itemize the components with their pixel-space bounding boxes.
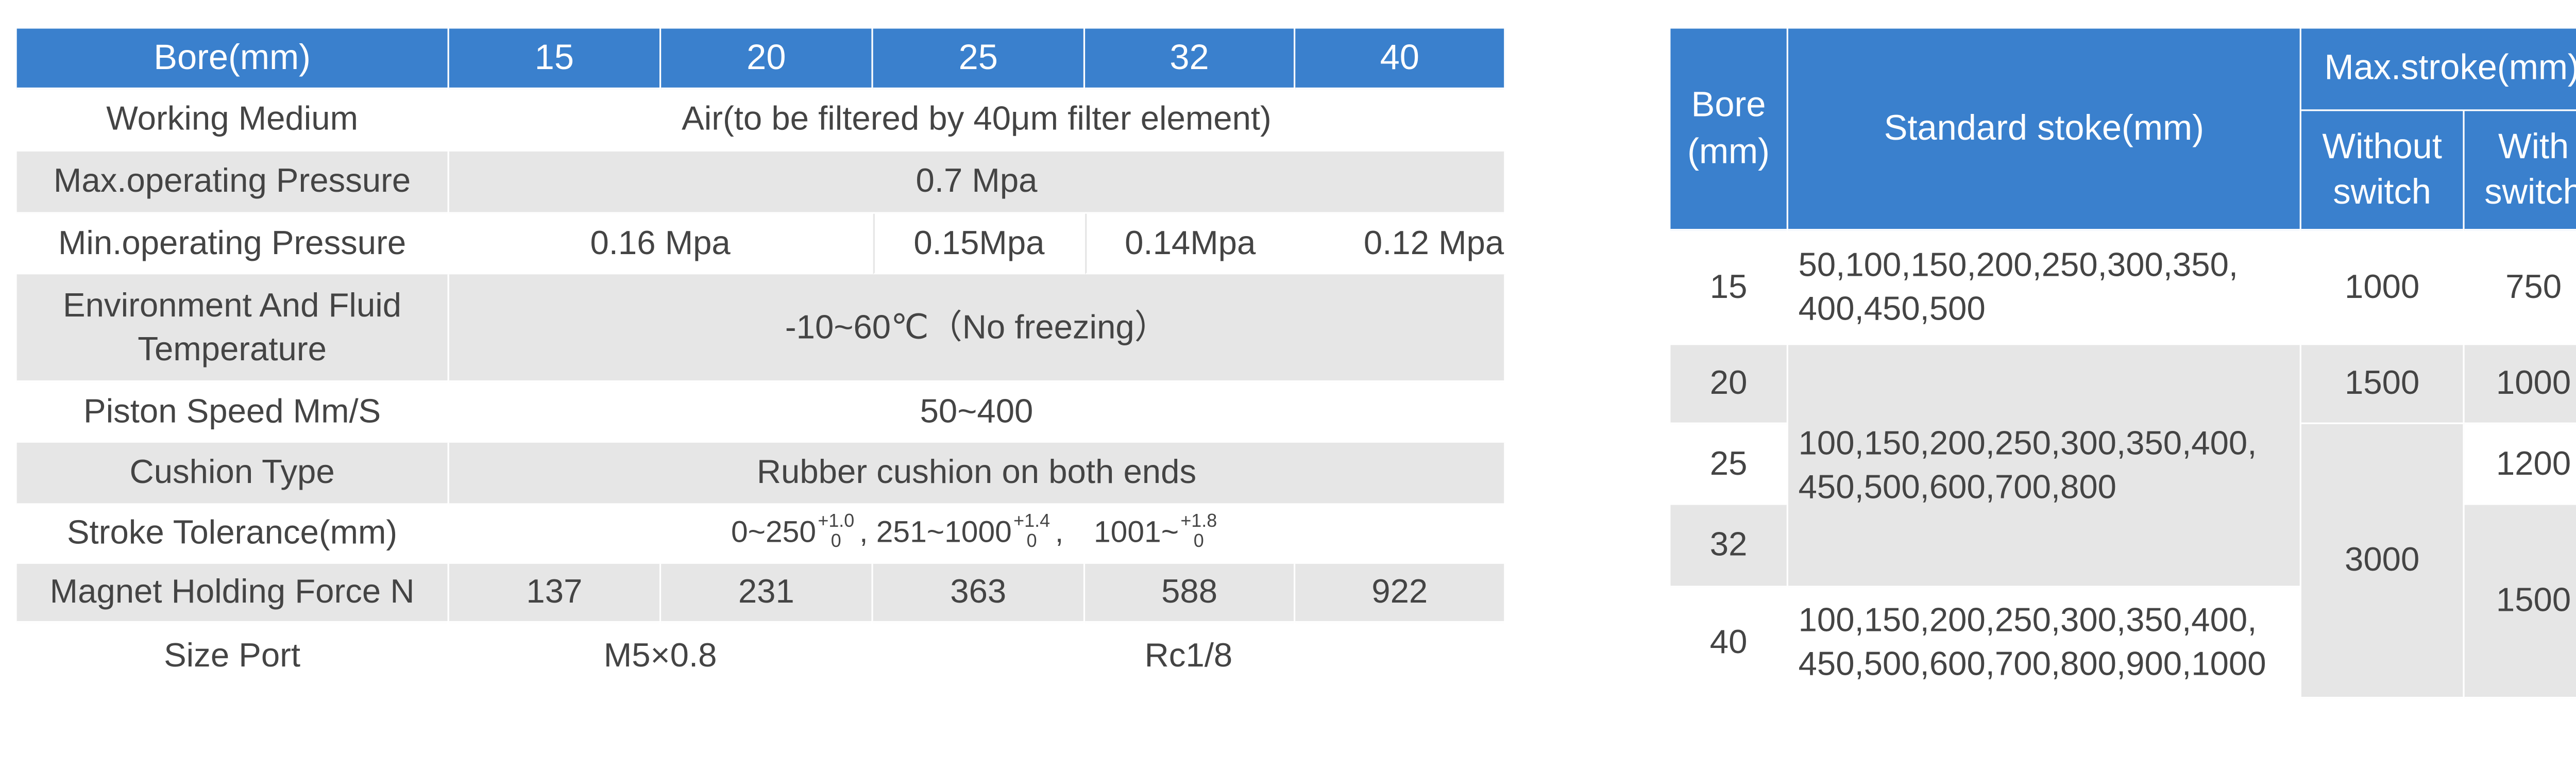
header-cell: Max.stroke(mm) — [2301, 28, 2576, 111]
cell: Air(to be filtered by 40μm filter elemen… — [449, 89, 1506, 152]
cell: 1500 — [2464, 505, 2576, 699]
row-label: Piston Speed Mm/S — [16, 382, 449, 443]
header-cell: Standard stoke(mm) — [1788, 28, 2301, 231]
stroke-cell: 100,150,200,250,300,350,400, 450,500,600,… — [1788, 587, 2301, 699]
row-label: Environment And Fluid Temperature — [16, 274, 449, 382]
line: 400,450,500 — [1798, 290, 1986, 328]
cell: 588 — [1085, 563, 1296, 623]
cell: Rubber cushion on both ends — [449, 442, 1506, 505]
cell: 750 — [2464, 230, 2576, 345]
tol-lower: 0 — [831, 531, 841, 553]
line: 100,150,200,250,300,350,400, — [1798, 425, 2257, 462]
cell: 137 — [449, 563, 662, 623]
cell: 1500 — [2301, 345, 2465, 424]
row-label: Size Port — [16, 623, 449, 690]
tol-range: , 251~1000 — [859, 515, 1012, 549]
row-label: Stroke Tolerance(mm) — [16, 505, 449, 564]
line: 450,500,600,700,800,900,1000 — [1798, 645, 2266, 683]
cell: 1200 — [2464, 424, 2576, 505]
bore-cell: 15 — [1670, 230, 1789, 345]
cell: 1000 — [2464, 345, 2576, 424]
line: 450,500,600,700,800 — [1798, 469, 2117, 506]
tol-lower: 0 — [1193, 531, 1204, 553]
header-cell: 40 — [1295, 28, 1506, 90]
line: 100,150,200,250,300,350,400, — [1798, 602, 2257, 639]
cell: M5×0.8 — [449, 623, 873, 690]
header-cell: 15 — [449, 28, 662, 90]
tol-upper: +1.8 — [1180, 512, 1217, 533]
tol: +1.0 0 — [818, 512, 855, 553]
tol: +1.4 0 — [1013, 512, 1050, 553]
tol-lower: 0 — [1026, 531, 1037, 553]
bore-cell: 40 — [1670, 587, 1789, 699]
line: 50,100,150,200,250,300,350, — [1798, 246, 2239, 284]
header-cell: 20 — [661, 28, 873, 90]
header-cell: With switch — [2464, 111, 2576, 231]
row-label: Min.operating Pressure — [16, 213, 449, 275]
header-cell: 25 — [873, 28, 1086, 90]
cell: 50~400 — [449, 382, 1506, 443]
tol-upper: +1.0 — [818, 512, 855, 533]
cell: 231 — [661, 563, 873, 623]
header-cell: Without switch — [2301, 111, 2465, 231]
tolerance-cell: 0~250 +1.0 0 , 251~1000 +1.4 0 , 1001~ +1.8 0 — [449, 505, 1506, 564]
cell: 0.7 Mpa — [449, 151, 1506, 214]
row-label: Working Medium — [16, 89, 449, 152]
cell: 1000 — [2301, 230, 2465, 345]
stroke-cell: 50,100,150,200,250,300,350, 400,450,500 — [1788, 230, 2301, 345]
bore-cell: 32 — [1670, 505, 1789, 588]
cell: 0.14Mpa — [1085, 213, 1296, 275]
cell: 0.15Mpa — [873, 213, 1086, 275]
cell: Rc1/8 — [873, 623, 1506, 690]
bore-cell: 20 — [1670, 345, 1789, 424]
header-cell: Bore (mm) — [1670, 28, 1789, 231]
tol-upper: +1.4 — [1013, 512, 1050, 533]
cell: 922 — [1295, 563, 1506, 623]
tol: +1.8 0 — [1180, 512, 1217, 553]
cell: 3000 — [2301, 424, 2465, 699]
cell: -10~60℃（No freezing） — [449, 274, 1506, 382]
cell: 0.16 Mpa — [449, 213, 873, 275]
cell: 363 — [873, 563, 1086, 623]
row-label: Max.operating Pressure — [16, 151, 449, 214]
header-cell: Bore(mm) — [16, 28, 449, 90]
header-cell: 32 — [1085, 28, 1296, 90]
row-label: Magnet Holding Force N — [16, 563, 449, 623]
row-label: Cushion Type — [16, 442, 449, 505]
bore-cell: 25 — [1670, 424, 1789, 505]
stroke-cell: 100,150,200,250,300,350,400, 450,500,600,… — [1788, 345, 2301, 588]
tol-range: , 1001~ — [1055, 515, 1179, 549]
cell: 0.12 Mpa — [1295, 213, 1506, 275]
tol-range: 0~250 — [731, 515, 817, 549]
